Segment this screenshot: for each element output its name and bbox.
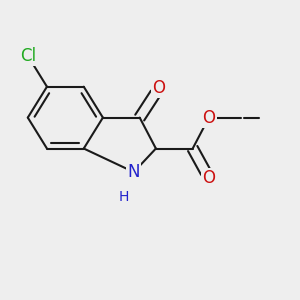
Text: H: H: [118, 190, 129, 204]
Text: Cl: Cl: [20, 47, 36, 65]
Text: O: O: [152, 79, 165, 97]
Text: O: O: [202, 169, 215, 187]
Text: N: N: [128, 163, 140, 181]
Text: O: O: [202, 109, 215, 127]
